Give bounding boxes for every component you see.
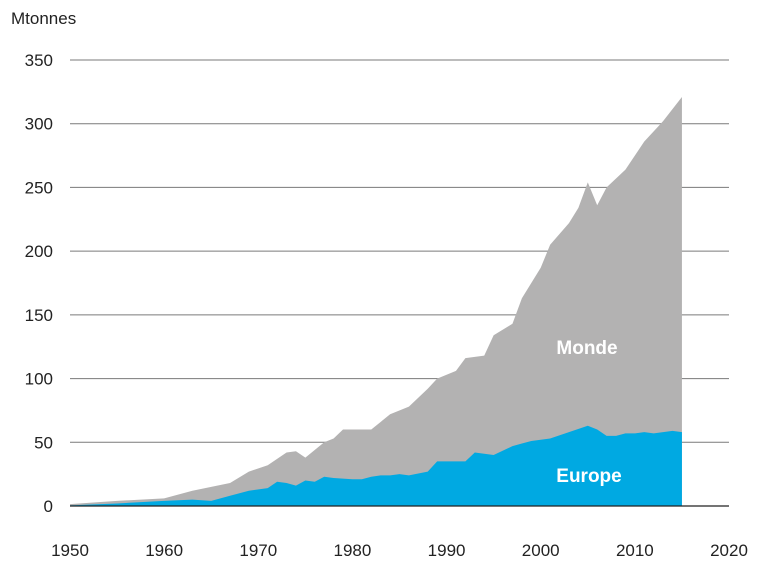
series-label-monde: Monde [556,338,617,359]
y-axis-unit-label: Mtonnes [11,9,76,28]
x-tick-label-1990: 1990 [428,541,466,560]
y-tick-labels: 0 50 100 150 200 250 300 350 [25,51,53,516]
y-tick-label-100: 100 [25,370,53,389]
area-europe [70,425,682,506]
series-areas [70,96,682,506]
x-tick-label-1950: 1950 [51,541,89,560]
x-tick-labels: 1950 1960 1970 1980 1990 2000 2010 2020 [51,541,748,560]
x-tick-label-1980: 1980 [334,541,372,560]
x-tick-label-2020: 2020 [710,541,748,560]
series-label-europe: Europe [556,466,621,487]
y-tick-label-250: 250 [25,178,53,197]
y-tick-label-350: 350 [25,51,53,70]
x-tick-label-2010: 2010 [616,541,654,560]
x-tick-label-1970: 1970 [239,541,277,560]
gridlines [70,59,729,443]
x-tick-label-2000: 2000 [522,541,560,560]
y-tick-label-150: 150 [25,306,53,325]
y-tick-label-50: 50 [34,433,53,452]
y-tick-label-300: 300 [25,115,53,134]
y-tick-label-200: 200 [25,242,53,261]
x-tick-label-1960: 1960 [145,541,183,560]
area-monde [70,96,682,506]
y-tick-label-0: 0 [44,497,53,516]
